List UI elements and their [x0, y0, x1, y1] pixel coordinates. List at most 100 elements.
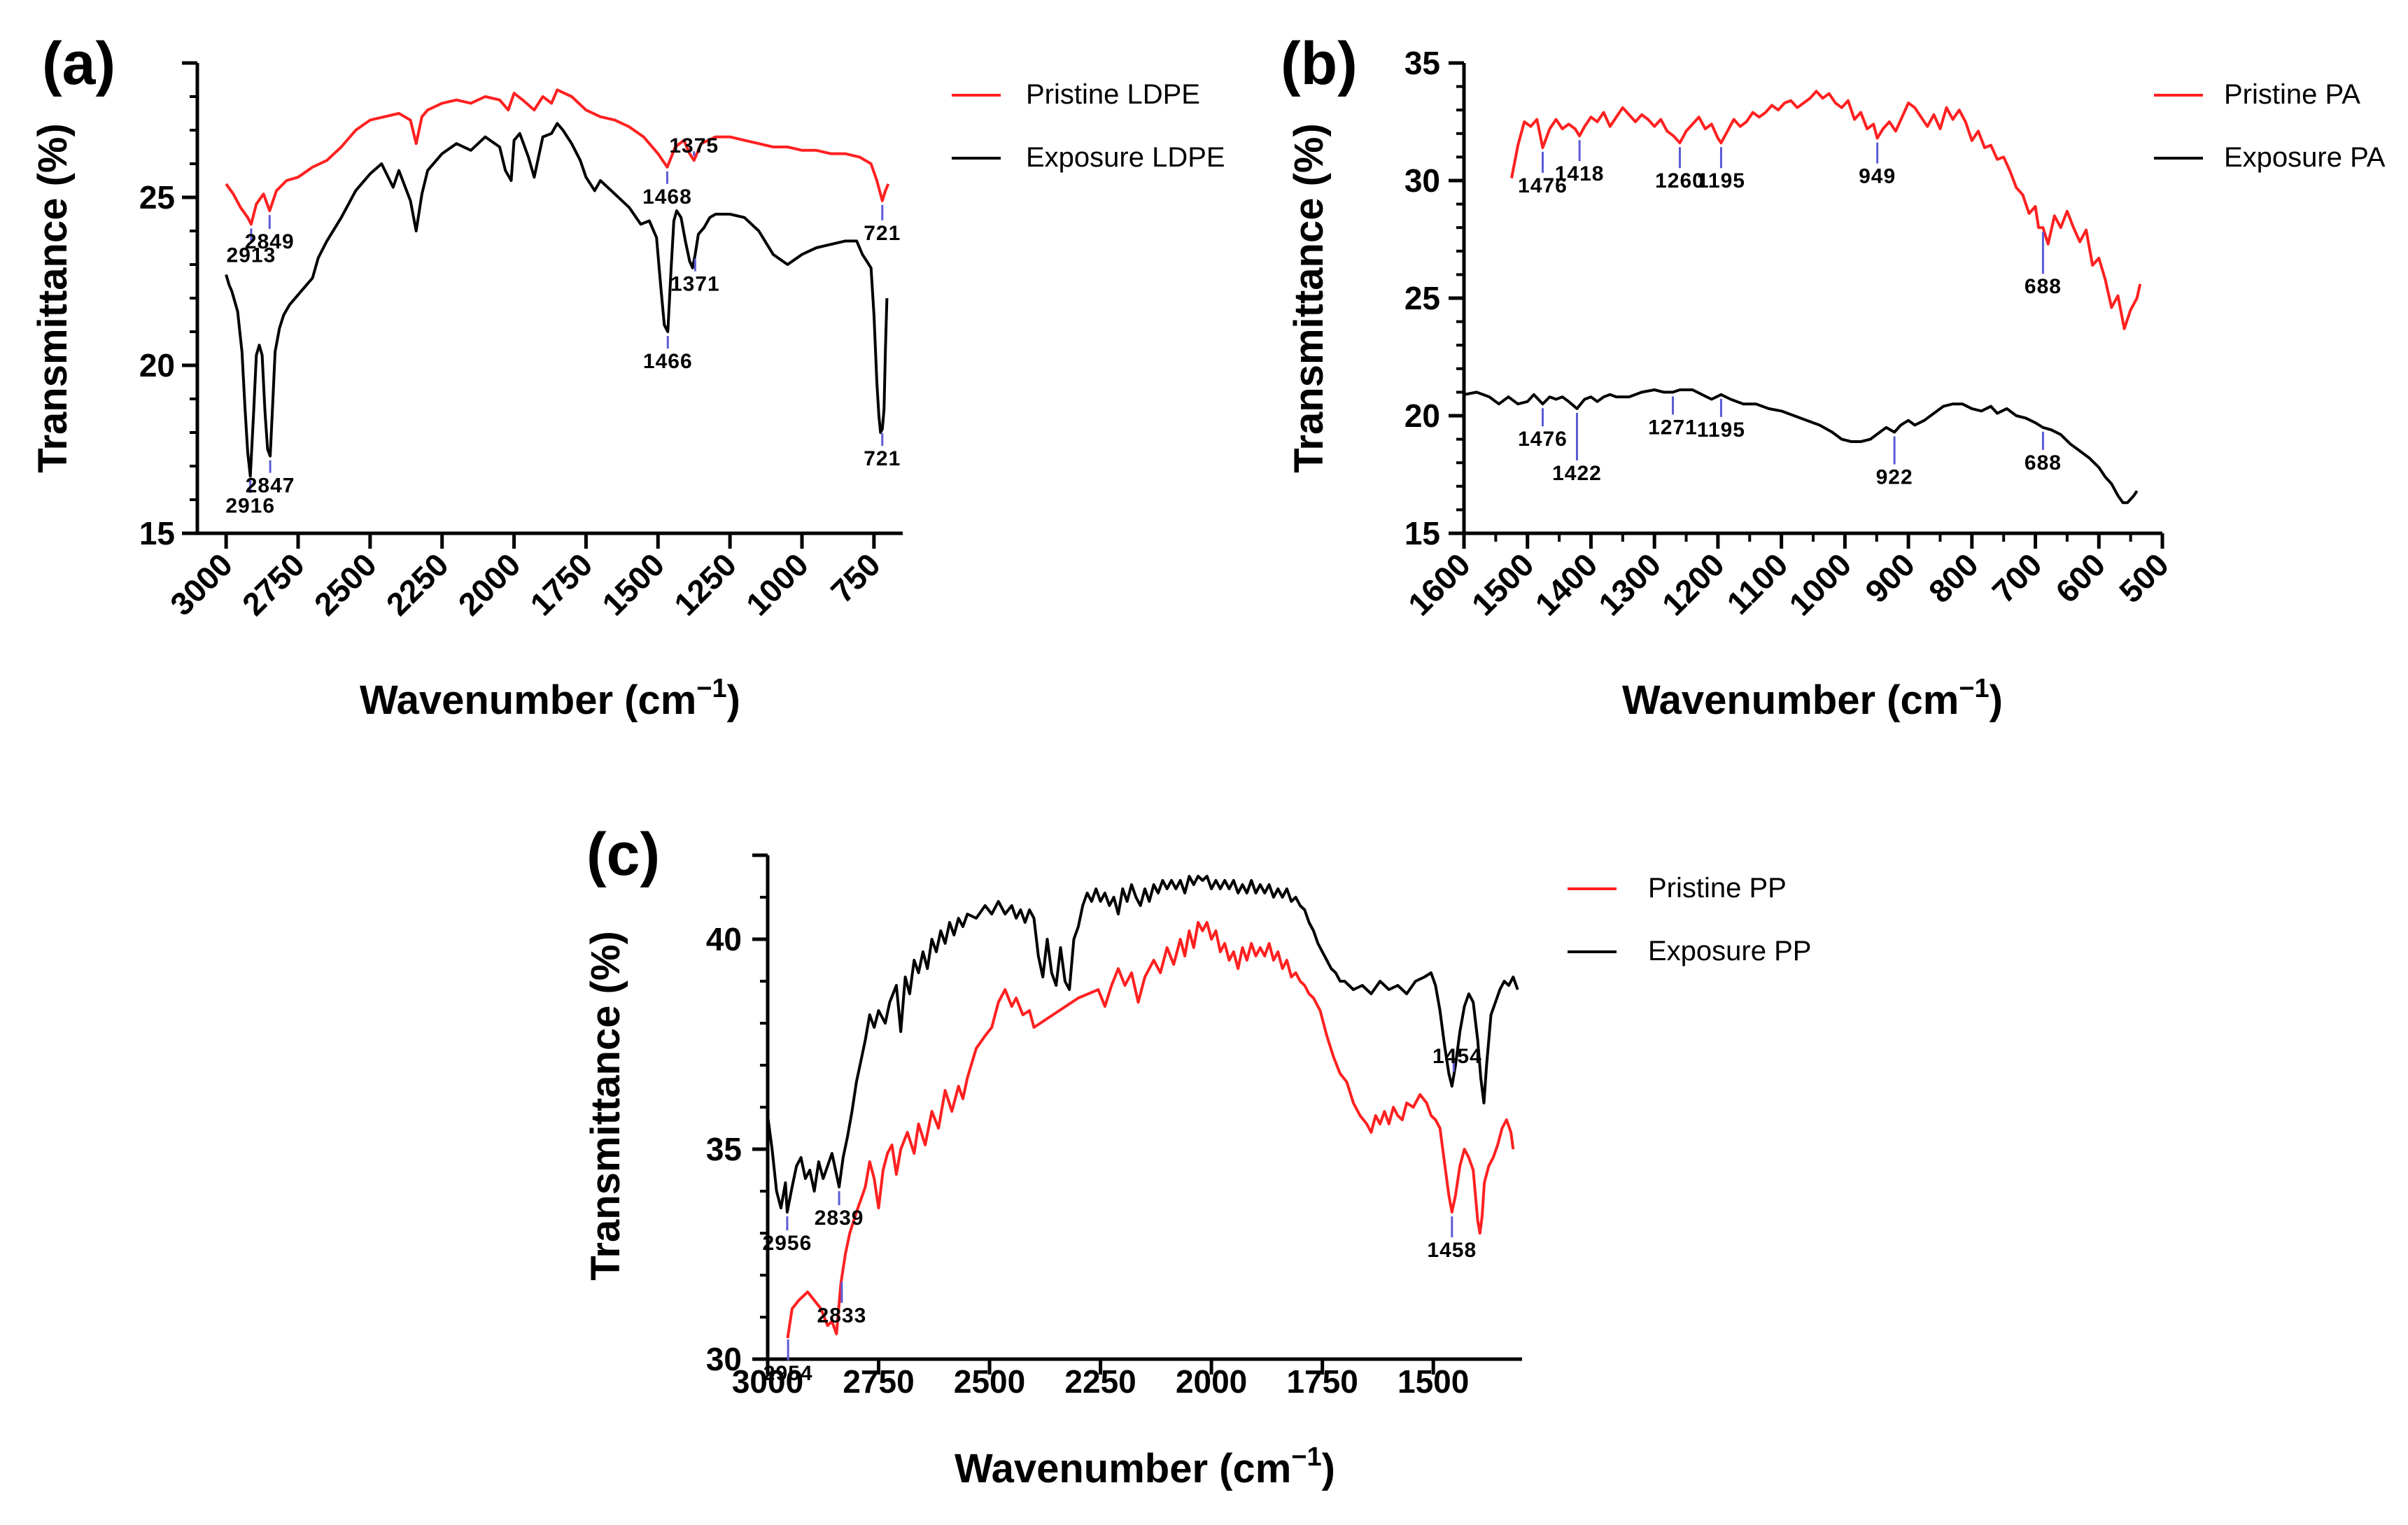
x-axis-title: Wavenumber (cm−1): [955, 1442, 1335, 1491]
y-tick-label: 25: [139, 179, 175, 216]
peak-label: 1195: [1697, 169, 1745, 192]
series-line-pristine-pa: [1510, 90, 2142, 330]
x-tick-label: 2750: [843, 1363, 914, 1400]
x-axis-title-superscript: −1: [1291, 1442, 1321, 1472]
y-tick-label: 30: [706, 1341, 742, 1377]
legend-label: Exposure LDPE: [1026, 142, 1225, 173]
peak-label: 1375: [669, 134, 719, 157]
peak-label: 2849: [245, 230, 295, 253]
series-line-exposure-pa: [1463, 388, 2139, 505]
panel-label: (c): [586, 821, 660, 888]
peak-label: 1260: [1655, 169, 1705, 192]
peak-label: 1371: [670, 273, 720, 296]
peak-label: 1195: [1697, 419, 1745, 442]
x-tick-label: 3000: [732, 1363, 803, 1400]
x-tick-label: 2750: [235, 546, 311, 622]
x-axis-title-main: Wavenumber (cm: [955, 1446, 1291, 1491]
peak-label: 922: [1876, 466, 1913, 489]
panel-label: (b): [1281, 30, 1358, 97]
x-axis-title-close: ): [1322, 1446, 1335, 1491]
x-tick-label: 750: [824, 546, 887, 610]
peak-label: 688: [2025, 451, 2062, 475]
peak-label: 1476: [1518, 174, 1568, 197]
y-tick-label: 35: [706, 1131, 742, 1167]
x-tick-label: 700: [1985, 546, 2049, 610]
x-tick-label: 1100: [1719, 546, 1794, 621]
x-tick-label: 1500: [1397, 1363, 1469, 1400]
x-tick-label: 1750: [523, 546, 599, 622]
y-tick-label: 15: [1404, 515, 1440, 551]
x-tick-label: 1200: [1655, 546, 1731, 622]
peak-label: 721: [864, 447, 901, 470]
x-tick-label: 900: [1858, 546, 1922, 610]
x-tick-label: 2000: [451, 546, 528, 622]
y-axis-title: Transmittance (%): [1286, 123, 1332, 473]
series-line-exposure-ldpe: [225, 122, 889, 478]
x-tick-label: 1250: [667, 546, 743, 622]
peak-label: 949: [1859, 165, 1896, 188]
panel-b: (b) 15 20 25 30 35 160015001400130012001100100…: [1281, 30, 2386, 723]
x-tick-label: 800: [1922, 546, 1985, 610]
y-tick-label: 35: [1404, 45, 1440, 81]
peak-label: 721: [864, 222, 901, 245]
panel-a: (a) 15 20 25 3000275025002250200017501500125…: [30, 30, 1225, 723]
x-tick-label: 1000: [1782, 546, 1858, 622]
legend-label: Pristine PP: [1648, 873, 1787, 904]
legend-label: Pristine LDPE: [1026, 79, 1200, 110]
x-tick-label: 600: [2048, 546, 2112, 610]
series-line-pristine-ldpe: [225, 88, 890, 226]
x-tick-label: 1600: [1401, 546, 1477, 622]
peak-label: 2839: [815, 1207, 864, 1230]
y-tick-label: 20: [139, 347, 175, 384]
x-axis-title-superscript: −1: [696, 674, 726, 703]
peak-label: 1418: [1555, 162, 1605, 185]
peak-label: 1271: [1648, 416, 1698, 439]
x-tick-label: 1500: [595, 546, 671, 622]
x-tick-label: 1000: [739, 546, 815, 622]
x-tick-label: 1300: [1591, 546, 1668, 622]
y-tick-label: 15: [139, 515, 175, 551]
peak-label: 1476: [1518, 428, 1568, 451]
peak-label: 1468: [642, 185, 692, 209]
x-axis-title: Wavenumber (cm−1): [360, 674, 740, 723]
series-line-exposure-pp: [766, 875, 1519, 1214]
peak-label: 2847: [246, 475, 295, 498]
peak-label: 2916: [225, 494, 275, 517]
x-axis-title-close: ): [1990, 677, 2003, 723]
peak-label: 2913: [227, 244, 276, 267]
x-tick-label: 2500: [307, 546, 383, 622]
x-tick-label: 1500: [1465, 546, 1541, 622]
peak-label: 688: [2025, 275, 2062, 298]
x-tick-label: 2250: [379, 546, 456, 622]
x-axis-title-main: Wavenumber (cm: [360, 677, 696, 723]
peak-label: 2956: [763, 1232, 812, 1255]
series-line-pristine-pp: [786, 921, 1515, 1339]
y-tick-label: 25: [1404, 280, 1440, 316]
panel-label: (a): [42, 30, 115, 97]
y-tick-label: 40: [706, 921, 742, 957]
legend-label: Exposure PA: [2224, 142, 2386, 173]
legend-label: Exposure PP: [1648, 936, 1811, 967]
y-tick-label: 30: [1404, 162, 1440, 199]
x-tick-label: 2500: [954, 1363, 1025, 1400]
x-tick-label: 3000: [163, 546, 239, 622]
peak-label: 1422: [1552, 462, 1602, 485]
x-tick-label: 1750: [1286, 1363, 1358, 1400]
x-axis-title-main: Wavenumber (cm: [1622, 677, 1959, 723]
y-axis-title: Transmittance (%): [30, 123, 76, 473]
peak-label: 1466: [643, 350, 693, 373]
x-tick-label: 2250: [1064, 1363, 1136, 1400]
y-axis-title: Transmittance (%): [583, 931, 628, 1281]
x-axis-title-close: ): [727, 677, 740, 723]
y-tick-label: 20: [1404, 398, 1440, 434]
x-axis-title-superscript: −1: [1959, 674, 1989, 703]
peak-label: 1454: [1432, 1045, 1482, 1068]
x-axis-title: Wavenumber (cm−1): [1622, 674, 2003, 723]
panel-c: (c) 30 35 40 3000 2750 2500 2250 2000 1750 1500 Tra…: [583, 821, 1811, 1491]
peak-label: 2954: [763, 1362, 813, 1385]
x-tick-label: 2000: [1176, 1363, 1247, 1400]
peak-label: 1458: [1427, 1239, 1477, 1262]
x-tick-label: 500: [2112, 546, 2176, 610]
peak-label: 2833: [817, 1305, 867, 1328]
